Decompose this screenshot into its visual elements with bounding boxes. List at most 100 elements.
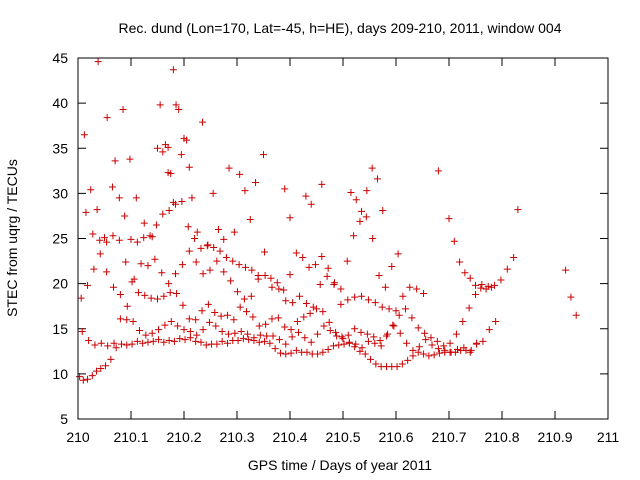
data-point (459, 318, 467, 326)
data-point (123, 341, 131, 349)
data-point (254, 272, 262, 280)
data-point (236, 303, 244, 311)
data-point (375, 272, 383, 280)
data-point (209, 189, 217, 197)
data-point (97, 364, 105, 372)
data-point (132, 194, 140, 202)
data-point (434, 345, 442, 353)
data-point (362, 213, 370, 221)
data-point (192, 337, 200, 345)
data-point (184, 223, 192, 231)
data-point (335, 341, 343, 349)
data-point (97, 339, 105, 347)
data-point (434, 167, 442, 175)
data-point (76, 373, 84, 381)
data-point (199, 326, 207, 334)
data-point (110, 339, 118, 347)
data-point (220, 268, 228, 276)
data-point (492, 318, 500, 326)
data-point (218, 327, 226, 335)
data-point (186, 327, 194, 335)
data-point (185, 315, 193, 323)
data-point (94, 58, 102, 66)
data-point (77, 294, 85, 302)
data-point (276, 349, 284, 357)
data-point (316, 281, 324, 289)
data-point (319, 308, 327, 316)
x-tick-label: 210.9 (537, 429, 572, 445)
data-point (134, 289, 142, 297)
data-point (107, 355, 115, 363)
data-point (225, 330, 233, 338)
data-point (93, 206, 101, 214)
data-point (225, 164, 233, 172)
data-point (213, 340, 221, 348)
data-point (294, 328, 302, 336)
data-point (121, 212, 129, 220)
data-point (364, 337, 372, 345)
data-point (141, 291, 149, 299)
data-point (367, 355, 375, 363)
data-point (231, 329, 239, 337)
data-point (311, 261, 319, 269)
data-point (329, 342, 337, 350)
data-point (394, 250, 402, 258)
x-tick-label: 210.1 (113, 429, 148, 445)
data-point (319, 348, 327, 356)
data-point (514, 206, 522, 214)
data-point (216, 247, 224, 255)
x-tick-label: 210.7 (431, 429, 466, 445)
y-tick-label: 40 (52, 95, 68, 111)
data-point (249, 313, 257, 321)
data-point (282, 297, 290, 305)
data-point (269, 332, 277, 340)
data-point (239, 335, 247, 343)
data-point (399, 292, 407, 300)
data-point (126, 155, 134, 163)
data-point (119, 105, 127, 113)
data-point (466, 274, 474, 282)
data-point (266, 339, 274, 347)
data-point (129, 318, 137, 326)
data-point (296, 292, 304, 300)
data-point (144, 338, 152, 346)
data-point (144, 262, 152, 270)
data-point (164, 169, 172, 177)
data-point (188, 194, 196, 202)
data-point (193, 228, 201, 236)
data-point (140, 219, 148, 227)
data-point (350, 232, 358, 240)
data-point (351, 293, 359, 301)
data-point (204, 300, 212, 308)
data-point (164, 143, 172, 151)
y-tick-label: 10 (52, 366, 68, 382)
data-point (173, 290, 181, 298)
data-point (377, 342, 385, 350)
data-point (292, 249, 300, 257)
data-point (197, 244, 205, 252)
data-point (177, 151, 185, 159)
data-point (202, 341, 210, 349)
data-point (211, 309, 219, 317)
data-point (165, 280, 173, 288)
data-point (241, 263, 249, 271)
data-point (420, 350, 428, 358)
data-point (326, 327, 334, 335)
data-point (402, 305, 410, 313)
data-point (307, 338, 315, 346)
data-point (87, 186, 95, 194)
data-point (352, 340, 360, 348)
data-point (318, 180, 326, 188)
data-point (389, 321, 397, 329)
data-point (111, 157, 119, 165)
data-point (263, 332, 271, 340)
data-point (243, 308, 251, 316)
plot-frame (77, 57, 609, 420)
data-point (289, 299, 297, 307)
data-point (340, 340, 348, 348)
data-point (160, 292, 168, 300)
data-point (84, 281, 92, 289)
data-point (248, 266, 256, 274)
data-point (313, 305, 320, 313)
